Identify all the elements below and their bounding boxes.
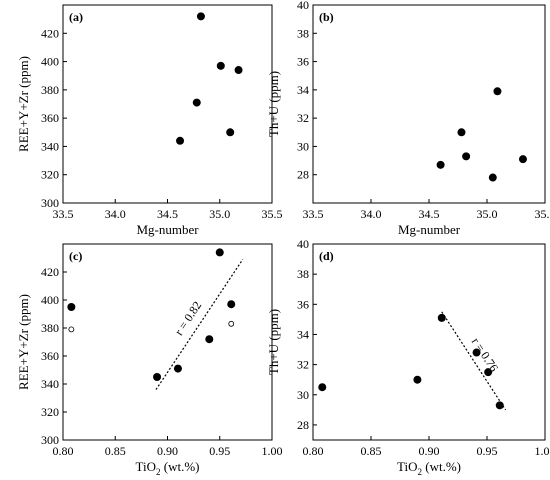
y-tick-label: 28 [297, 418, 309, 432]
y-axis-label: REE+Y+Zr (ppm) [16, 56, 31, 152]
x-axis-label: TiO2 (wt.%) [397, 459, 461, 477]
x-tick-label: 35.5 [262, 207, 283, 221]
data-point [495, 401, 504, 410]
y-axis-label: Th+U (ppm) [266, 309, 281, 375]
panel-label: (a) [69, 10, 83, 24]
panel-b: 33.5 34.0 34.5 35.0 35.5 28 30 32 34 36 38 40 (b) Mg-… [266, 0, 550, 237]
x-tick-label: 0.80 [53, 444, 74, 458]
y-tick-label: 36 [297, 297, 309, 311]
y-tick-label: 400 [41, 293, 59, 307]
y-tick-label: 300 [41, 433, 59, 447]
y-tick-label: 300 [41, 196, 59, 210]
y-tick-label: 420 [41, 26, 59, 40]
data-point-open [68, 326, 75, 333]
y-tick-label: 340 [41, 139, 59, 153]
x-tick-label: 35.0 [209, 207, 230, 221]
x-tick-label: 0.95 [209, 444, 230, 458]
data-point [472, 348, 481, 357]
data-point [196, 12, 205, 21]
y-tick-label: 34 [297, 83, 309, 97]
data-point [205, 335, 214, 344]
x-tick-label: 35.0 [477, 207, 498, 221]
plot-frame [312, 4, 546, 204]
panel-a: 33.5 34.0 34.5 35.0 35.5 300 320 340 360 380 400 42… [16, 4, 283, 237]
x-tick-label: 0.95 [477, 444, 498, 458]
panel-c: 0.80 0.85 0.90 0.95 1.00 300 320 340 360 380 400 42… [16, 243, 283, 477]
data-point [173, 364, 182, 373]
x-tick-label: 34.5 [419, 207, 440, 221]
data-point [488, 173, 497, 182]
x-tick-label: 1.00 [535, 444, 550, 458]
data-point [493, 87, 502, 96]
y-tick-label: 380 [41, 83, 59, 97]
plot-frame [62, 4, 273, 204]
x-tick-label: 0.85 [361, 444, 382, 458]
y-tick-label: 320 [41, 168, 59, 182]
y-tick-label: 340 [41, 377, 59, 391]
trend-line [441, 311, 507, 411]
y-tick-label: 38 [297, 26, 309, 40]
x-tick-label: 0.90 [419, 444, 440, 458]
data-point [227, 300, 236, 309]
x-tick-label: 0.90 [157, 444, 178, 458]
y-tick-label: 36 [297, 55, 309, 69]
y-tick-label: 28 [297, 168, 309, 182]
x-tick-label: 33.5 [303, 207, 324, 221]
y-axis-label: Th+U (ppm) [266, 71, 281, 137]
data-point-open [228, 320, 235, 327]
x-axis-label: Mg-number [136, 222, 199, 237]
y-tick-label: 30 [297, 139, 309, 153]
data-point [462, 152, 471, 161]
data-point [215, 248, 224, 257]
panel-label: (d) [319, 249, 334, 263]
x-tick-label: 33.5 [53, 207, 74, 221]
panel-d: 0.80 0.85 0.90 0.95 1.00 28 30 32 34 36 38 40 (d) TiO… [266, 237, 550, 477]
data-point [176, 136, 185, 145]
data-point [226, 128, 235, 137]
y-tick-label: 40 [297, 237, 309, 251]
data-point [437, 313, 446, 322]
y-tick-label: 40 [297, 0, 309, 12]
y-axis-label: REE+Y+Zr (ppm) [16, 294, 31, 390]
data-point [518, 155, 527, 164]
x-tick-label: 0.85 [105, 444, 126, 458]
data-point [484, 368, 493, 377]
y-tick-label: 34 [297, 327, 309, 341]
y-tick-label: 320 [41, 405, 59, 419]
correlation-annotation: r = 0.82 [172, 299, 205, 338]
data-point [192, 98, 201, 107]
data-point [216, 61, 225, 70]
data-point [457, 128, 466, 137]
x-tick-label: 0.80 [303, 444, 324, 458]
y-tick-label: 360 [41, 349, 59, 363]
y-tick-label: 420 [41, 265, 59, 279]
x-tick-label: 35.5 [535, 207, 550, 221]
y-tick-label: 360 [41, 111, 59, 125]
y-tick-label: 32 [297, 111, 309, 125]
panel-label: (c) [69, 249, 82, 263]
x-tick-label: 34.0 [105, 207, 126, 221]
data-point [413, 375, 422, 384]
x-tick-label: 34.5 [157, 207, 178, 221]
data-point [234, 66, 243, 75]
y-tick-label: 30 [297, 388, 309, 402]
x-axis-label: TiO2 (wt.%) [136, 459, 200, 477]
panel-label: (b) [319, 10, 334, 24]
plot-frame [312, 243, 546, 441]
y-tick-label: 32 [297, 358, 309, 372]
plot-frame [62, 243, 273, 441]
y-tick-label: 400 [41, 55, 59, 69]
y-tick-label: 380 [41, 321, 59, 335]
x-axis-label: Mg-number [398, 222, 461, 237]
y-tick-label: 38 [297, 267, 309, 281]
x-tick-label: 34.0 [361, 207, 382, 221]
x-tick-label: 1.00 [262, 444, 283, 458]
data-point [153, 373, 162, 381]
data-point [67, 303, 76, 311]
data-point [436, 160, 445, 169]
data-point [318, 383, 327, 392]
